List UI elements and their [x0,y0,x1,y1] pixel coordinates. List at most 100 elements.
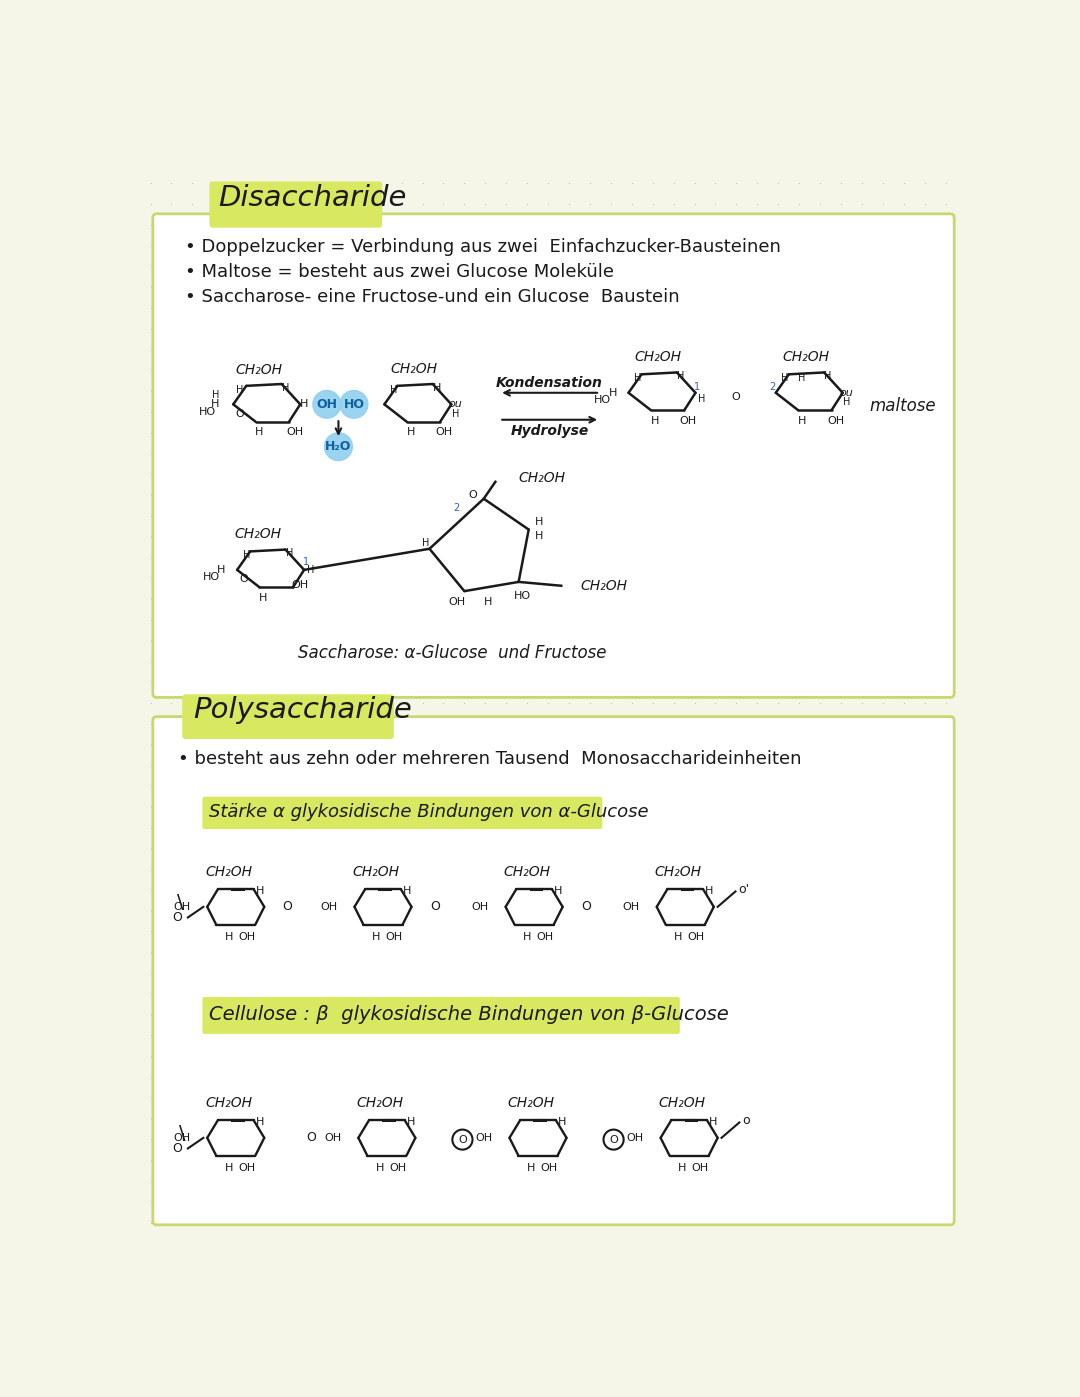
Text: H: H [422,538,430,548]
Text: Saccharose: α-Glucose  und Fructose: Saccharose: α-Glucose und Fructose [298,644,606,662]
Circle shape [324,433,352,461]
Text: H: H [708,1116,717,1126]
Text: OH: OH [540,1162,557,1173]
Text: OH: OH [173,902,190,912]
Text: CH₂OH: CH₂OH [205,865,252,879]
Text: OH: OH [537,932,553,942]
Circle shape [313,391,341,418]
Text: OH: OH [691,1162,708,1173]
FancyBboxPatch shape [202,997,679,1034]
Text: H: H [243,550,249,560]
Text: H: H [407,1116,415,1126]
Text: \: \ [179,1125,186,1144]
Text: OH: OH [626,1133,644,1143]
Text: H: H [256,886,264,895]
Text: O: O [307,1132,316,1144]
Text: OH: OH [472,902,488,912]
Text: H: H [650,416,659,426]
FancyBboxPatch shape [153,214,954,697]
Text: HO: HO [594,395,611,405]
Text: O: O [609,1134,618,1144]
Text: OH: OH [292,580,309,590]
Text: O: O [235,408,244,419]
FancyBboxPatch shape [202,796,603,828]
Text: H: H [256,1116,264,1126]
Text: OH: OH [679,416,697,426]
Text: H: H [484,597,491,606]
Text: O: O [283,900,293,914]
Text: H: H [678,1162,686,1173]
Text: H: H [237,384,244,395]
Text: H: H [798,416,806,426]
Text: H: H [554,886,563,895]
Text: OH: OH [687,932,704,942]
Text: H: H [255,427,264,437]
Text: HO: HO [343,398,364,411]
Text: H: H [824,372,832,381]
Text: o: o [742,1115,751,1127]
Text: HO: HO [514,591,531,601]
Text: H: H [677,372,685,381]
Text: OH: OH [448,597,465,606]
Text: H: H [282,383,289,393]
Text: O: O [581,900,591,914]
Text: Stärke α glykosidische Bindungen von α-Glucose: Stärke α glykosidische Bindungen von α-G… [208,803,648,821]
Circle shape [453,1130,473,1150]
Text: OH: OH [622,902,639,912]
Text: • Maltose = besteht aus zwei Glucose Moleküle: • Maltose = besteht aus zwei Glucose Mol… [186,263,615,281]
Circle shape [340,391,368,418]
Text: OH: OH [286,427,303,437]
Text: OH: OH [238,932,255,942]
Text: CH₂OH: CH₂OH [503,865,551,879]
Text: OH: OH [475,1133,492,1143]
Text: CH₂OH: CH₂OH [508,1097,554,1111]
Text: • Saccharose- eine Fructose-und ein Glucose  Baustein: • Saccharose- eine Fructose-und ein Gluc… [186,288,680,306]
Text: CH₂OH: CH₂OH [205,1097,252,1111]
Text: H: H [842,397,850,407]
Text: O: O [239,574,247,584]
Text: ou: ou [840,388,853,398]
Text: CH₂OH: CH₂OH [659,1097,705,1111]
Text: HO: HO [203,573,220,583]
FancyBboxPatch shape [183,694,394,739]
Text: CH₂OH: CH₂OH [635,351,681,365]
Text: ou: ou [448,400,462,409]
Text: OH: OH [321,902,337,912]
Text: H: H [798,373,806,383]
Text: OH: OH [316,398,337,411]
Text: H: H [535,517,543,527]
Text: H: H [523,932,531,942]
Text: OH: OH [238,1162,255,1173]
Text: OH: OH [435,427,453,437]
Text: OH: OH [389,1162,406,1173]
Text: H: H [705,886,714,895]
Text: O: O [173,1141,183,1155]
Text: CH₂OH: CH₂OH [235,363,283,377]
Text: H: H [286,549,293,559]
Text: CH₂OH: CH₂OH [581,578,627,592]
Text: CH₂OH: CH₂OH [518,471,566,485]
Text: H: H [259,594,268,604]
Text: 2: 2 [454,503,460,513]
Text: • Doppelzucker = Verbindung aus zwei  Einfachzucker-Bausteinen: • Doppelzucker = Verbindung aus zwei Ein… [186,239,781,256]
Text: O: O [469,490,477,500]
Text: Hydrolyse: Hydrolyse [511,423,589,437]
Text: 1: 1 [302,557,309,567]
Text: CH₂OH: CH₂OH [356,1097,403,1111]
Text: H₂O: H₂O [325,440,352,453]
Text: 2: 2 [769,381,775,391]
Text: H: H [674,932,683,942]
Text: H: H [608,388,617,398]
Text: o': o' [739,883,750,897]
Text: H: H [698,394,705,404]
Text: H: H [300,400,308,409]
Text: H: H [217,564,226,576]
Text: H: H [634,373,642,383]
Text: H: H [403,886,411,895]
FancyBboxPatch shape [210,182,382,228]
Text: H: H [535,531,543,541]
Text: Cellulose : β  glykosidische Bindungen von β-Glucose: Cellulose : β glykosidische Bindungen vo… [208,1004,728,1024]
Text: H: H [225,932,233,942]
Text: O: O [731,391,740,402]
Text: \: \ [177,894,184,912]
